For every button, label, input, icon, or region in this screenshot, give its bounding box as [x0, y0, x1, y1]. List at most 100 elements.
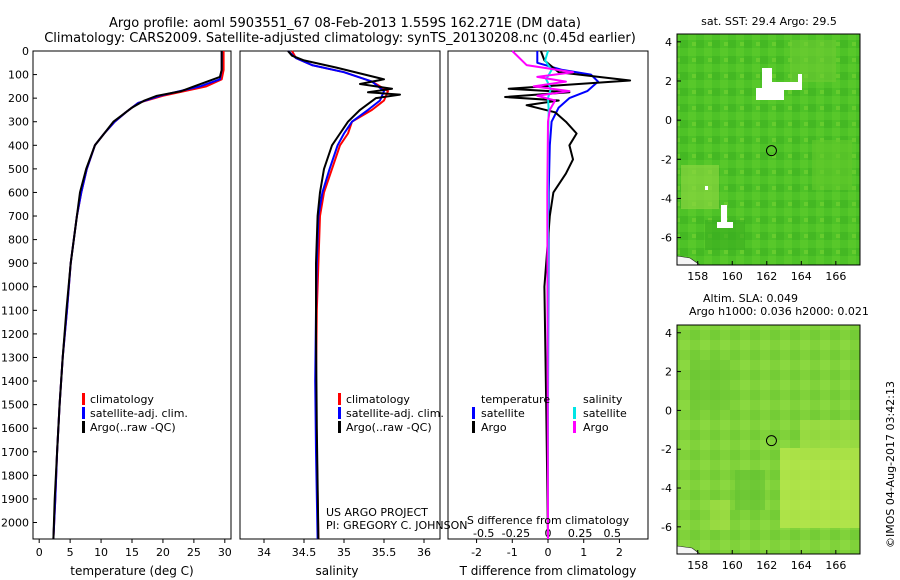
temperature-x-axis: 0 5 10 15 20 25 30 [36, 539, 232, 559]
lat-tick-label: 2 [665, 75, 672, 88]
temperature-panel: 0100200300400500600700800900100011001200… [1, 45, 232, 578]
lon-tick-label: 160 [722, 270, 743, 283]
depth-tick-label: 1000 [1, 281, 29, 294]
sla-map-title-1: Altim. SLA: 0.049 [703, 292, 798, 305]
lat-tick-label: 4 [665, 327, 672, 340]
diff-legend-swatch-s-satellite [573, 407, 576, 419]
lat-tick-label: -4 [661, 482, 672, 495]
argo-position-marker-sla [765, 435, 777, 447]
legend-swatch-climatology [82, 393, 85, 405]
x-tick-label: 35 [337, 546, 351, 559]
temperature-legend: climatology satellite-adj. clim. Argo(..… [82, 393, 188, 434]
x-tick-label: 36 [417, 546, 431, 559]
salinity-lines [287, 50, 401, 540]
legend-argo: Argo(..raw -QC) [90, 421, 176, 434]
depth-tick-label: 1400 [1, 375, 29, 388]
salinity-xlabel: salinity [315, 564, 358, 578]
depth-tick-label: 100 [8, 69, 29, 82]
sal-legend-argo: Argo(..raw -QC) [346, 421, 432, 434]
depth-tick-label: 300 [8, 116, 29, 129]
series-argo-raw-qc- [287, 50, 401, 540]
x-tick-label: 0 [545, 546, 552, 559]
sal-legend-swatch-argo [338, 421, 341, 433]
s-difference-label: S difference from climatology [467, 514, 630, 527]
credit-text: US ARGO PROJECT [326, 506, 428, 519]
x-tick-label: 2 [616, 546, 623, 559]
series-s-argo [511, 50, 574, 540]
depth-tick-label: 1100 [1, 304, 29, 317]
lat-tick-label: 2 [665, 366, 672, 379]
title-line-1: Argo profile: aoml 5903551_67 08-Feb-201… [109, 16, 581, 31]
t-difference-label: T difference from climatology [459, 564, 637, 578]
x-tick-label: -1 [507, 546, 518, 559]
depth-tick-label: 1800 [1, 469, 29, 482]
lon-tick-label: 166 [825, 559, 846, 572]
lon-tick-label: 164 [791, 270, 812, 283]
lon-tick-label: 164 [791, 559, 812, 572]
diff-legend-swatch-t-argo [472, 421, 475, 433]
depth-tick-label: 1600 [1, 422, 29, 435]
depth-tick-label: 0 [22, 45, 29, 58]
temperature-xlabel: temperature (deg C) [70, 564, 193, 578]
lat-tick-label: -2 [661, 153, 672, 166]
sla-map-frame [676, 324, 861, 555]
depth-tick-label: 1300 [1, 351, 29, 364]
diff-legend-swatch-t-satellite [472, 407, 475, 419]
lat-tick-label: 0 [665, 404, 672, 417]
salinity-panel: 34 34.5 35 35.5 36 salinity climatology sate… [239, 50, 467, 578]
sal-legend-climatology: climatology [346, 393, 410, 406]
temperature-lines [52, 51, 225, 540]
lon-tick-label: 162 [756, 270, 777, 283]
x-tick-label: 30 [218, 546, 232, 559]
x-tick-label: 5 [67, 546, 74, 559]
sst-map-frame [676, 33, 861, 266]
legend-satellite: satellite-adj. clim. [90, 407, 188, 420]
legend-s-satellite: satellite [583, 407, 627, 420]
x-tick-label: -2 [471, 546, 482, 559]
lat-tick-label: -6 [661, 232, 672, 245]
title-line-2: Climatology: CARS2009. Satellite-adjuste… [44, 31, 636, 46]
depth-tick-label: 900 [8, 257, 29, 270]
legend-swatch-satellite [82, 407, 85, 419]
sal-legend-swatch-climatology [338, 393, 341, 405]
depth-tick-label: 600 [8, 186, 29, 199]
difference-lines [504, 50, 632, 540]
lon-tick-label: 166 [825, 270, 846, 283]
sla-map-title-2: Argo h1000: 0.036 h2000: 0.021 [689, 305, 869, 318]
lon-tick-label: 162 [756, 559, 777, 572]
salinity-x-axis: 34 34.5 35 35.5 36 [257, 539, 431, 559]
depth-tick-label: 1900 [1, 493, 29, 506]
difference-legend: temperature satellite Argo salinity sate… [472, 393, 627, 434]
x-tick-label: 0 [36, 546, 43, 559]
series-climatology [52, 51, 225, 540]
salinity-legend: climatology satellite-adj. clim. Argo(..… [338, 393, 444, 434]
pi-text: PI: GREGORY C. JOHNSON [326, 519, 467, 532]
series-satellite-adj-clim- [287, 50, 385, 540]
x-tick-label: 25 [187, 546, 201, 559]
lon-tick-label: 160 [722, 559, 743, 572]
s-tick-label: 0.25 [568, 527, 593, 540]
legend-temperature-title: temperature [481, 393, 550, 406]
sal-legend-swatch-satellite [338, 407, 341, 419]
sla-map-panel: Altim. SLA: 0.049 Argo h1000: 0.036 h200… [661, 292, 869, 572]
depth-tick-label: 1200 [1, 328, 29, 341]
legend-salinity-title: salinity [583, 393, 623, 406]
x-tick-label: 15 [125, 546, 139, 559]
depth-tick-label: 800 [8, 234, 29, 247]
diff-legend-swatch-s-argo [573, 421, 576, 433]
x-tick-label: 1 [580, 546, 587, 559]
difference-panel: -2 -1 0 1 2-0.5 -0.25 0 0.25 0.5 S difference fr… [447, 50, 649, 578]
x-tick-label: 35.5 [372, 546, 397, 559]
x-tick-label: 10 [94, 546, 108, 559]
depth-tick-label: 200 [8, 92, 29, 105]
depth-tick-label: 500 [8, 163, 29, 176]
sla-map-axes: 158 160 162 164 166 4 2 0 -2 -4 -6 [661, 327, 846, 572]
s-tick-label: 0.5 [604, 527, 622, 540]
depth-tick-label: 400 [8, 139, 29, 152]
lat-tick-label: 4 [665, 36, 672, 49]
legend-climatology: climatology [90, 393, 154, 406]
s-tick-label: -0.5 [473, 527, 494, 540]
argo-position-marker [765, 145, 777, 157]
imos-stamp: ©IMOS 04-Aug-2017 03:42:13 [884, 381, 897, 548]
series-satellite-adj-clim- [52, 51, 223, 540]
